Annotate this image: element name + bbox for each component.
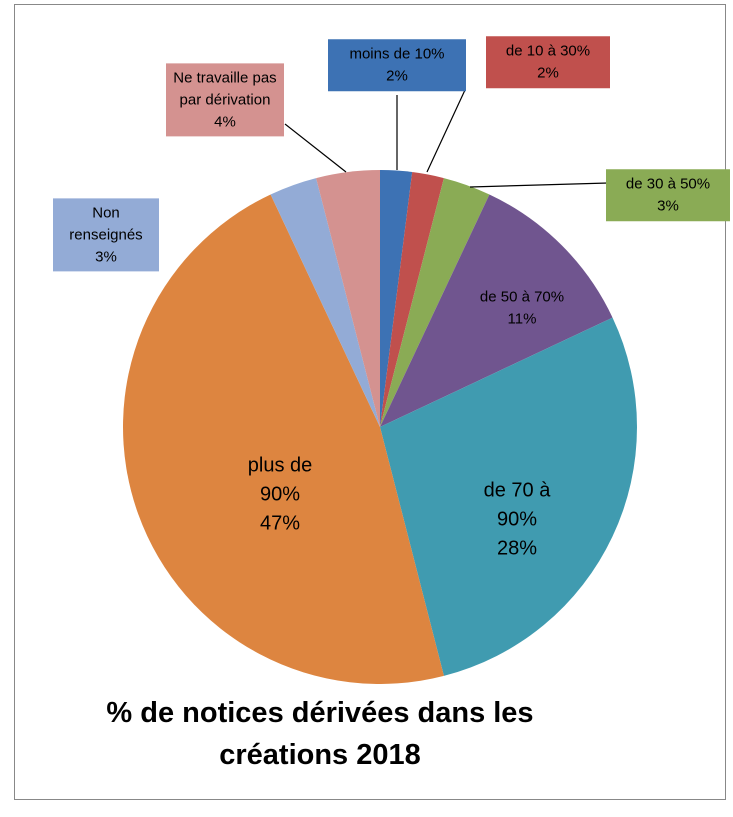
leader-line <box>284 123 347 173</box>
label-value: 3% <box>95 247 117 265</box>
data-label: Ne travaille pas par dérivation 4% <box>166 63 284 137</box>
data-label: moins de 10% 2% <box>328 39 466 91</box>
pie-slice <box>270 178 380 427</box>
pie-slice <box>380 194 613 427</box>
label-value: 47% <box>259 512 301 535</box>
pie-slice <box>380 178 490 427</box>
label-value: 2% <box>386 67 408 84</box>
label-value: 28% <box>496 537 538 560</box>
chart-title: % de notices dérivées dans les créations… <box>106 697 534 772</box>
label-value: 4% <box>214 112 236 130</box>
pie-slice <box>380 172 444 427</box>
leader-line <box>469 182 609 188</box>
label-category: de 10 à 30% <box>505 42 591 60</box>
data-label: plus de 90% 47% <box>235 452 325 539</box>
data-label: Non renseignés 3% <box>53 198 159 272</box>
label-category: moins de 10% <box>349 45 445 63</box>
label-category: Ne travaille pas par dérivation <box>173 69 277 109</box>
pie-slice <box>123 194 444 684</box>
label-category: de 50 à 70% <box>479 288 565 306</box>
pie-slice <box>380 170 413 427</box>
label-value: 3% <box>657 197 679 214</box>
pie-slice <box>316 170 380 427</box>
data-label: de 30 à 50% 3% <box>606 169 730 221</box>
data-label: de 10 à 30% 2% <box>486 36 610 88</box>
label-category: de 70 à 90% <box>483 479 551 531</box>
label-value: 2% <box>537 64 559 81</box>
label-value: 11% <box>507 310 537 327</box>
chart-frame <box>14 4 726 800</box>
data-label: de 50 à 70% 11% <box>462 286 582 330</box>
label-category: Non renseignés <box>69 204 143 244</box>
data-label: de 70 à 90% 28% <box>472 477 562 564</box>
leader-line <box>426 89 466 173</box>
label-category: de 30 à 50% <box>625 175 711 193</box>
pie-slice <box>380 317 637 676</box>
label-category: plus de 90% <box>247 454 313 506</box>
